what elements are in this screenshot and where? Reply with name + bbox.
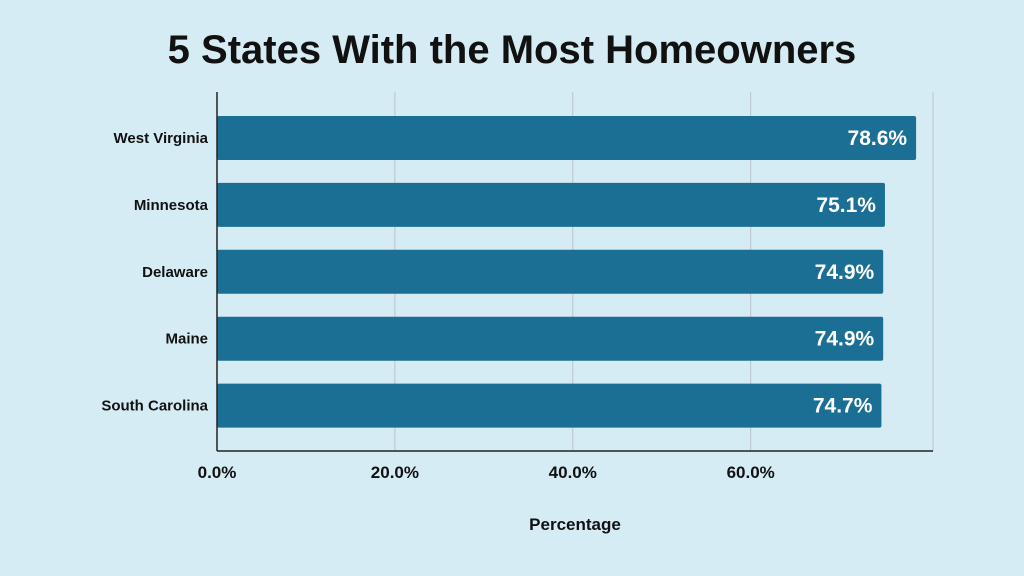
x-tick-label: 0.0% [198, 463, 237, 482]
bar [217, 182, 885, 227]
data-label: 74.7% [813, 395, 873, 418]
category-label: Minnesota [134, 197, 209, 214]
bar [217, 249, 884, 294]
data-label: 78.6% [848, 127, 908, 150]
axes: 0.0% 20.0% 40.0% 60.0% West Virginia Minnesot… [101, 92, 933, 482]
data-label: 74.9% [815, 328, 875, 351]
x-tick-label: 60.0% [727, 463, 775, 482]
bar [217, 116, 917, 160]
x-axis-title: Percentage [529, 515, 621, 534]
data-label: 74.9% [815, 261, 875, 284]
x-tick-label: 40.0% [549, 463, 597, 482]
category-label: West Virginia [114, 130, 209, 147]
category-label: South Carolina [101, 398, 208, 415]
category-label: Maine [165, 331, 208, 348]
chart-title: 5 States With the Most Homeowners [167, 28, 857, 72]
bars: 78.6% 75.1% 74.9% 74.9% 74.7% [217, 116, 917, 428]
x-tick-label: 20.0% [371, 463, 419, 482]
category-label: Delaware [142, 264, 208, 281]
bar [217, 316, 884, 361]
data-label: 75.1% [816, 194, 876, 217]
bar [217, 383, 882, 428]
